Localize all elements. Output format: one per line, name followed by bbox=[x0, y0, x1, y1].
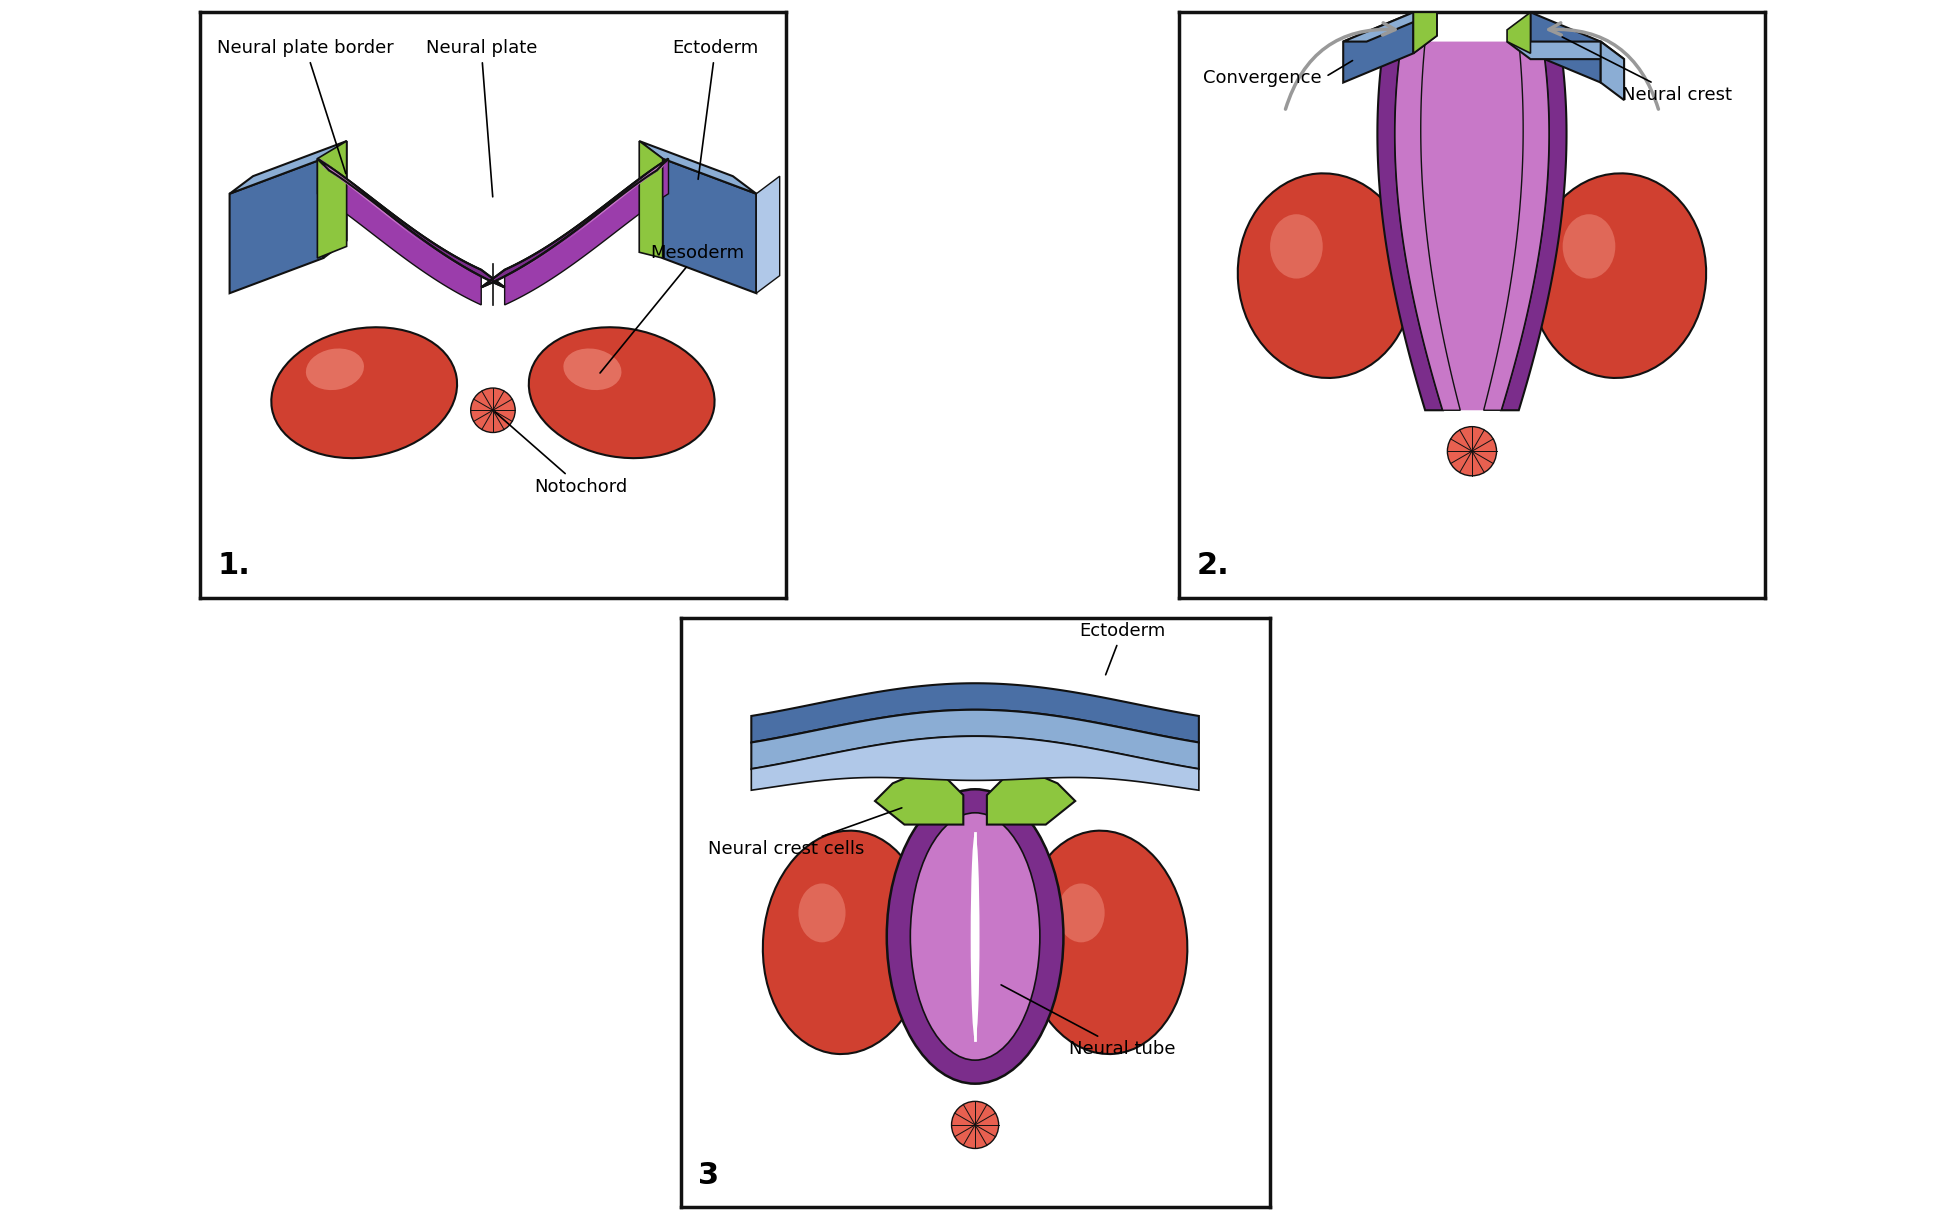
Ellipse shape bbox=[306, 349, 365, 391]
Polygon shape bbox=[757, 176, 780, 293]
Ellipse shape bbox=[909, 813, 1041, 1060]
Ellipse shape bbox=[970, 833, 980, 1040]
Polygon shape bbox=[1396, 42, 1460, 410]
Text: Neural tube: Neural tube bbox=[1002, 984, 1176, 1058]
Ellipse shape bbox=[563, 349, 621, 391]
Text: 1.: 1. bbox=[218, 551, 251, 580]
Text: 2.: 2. bbox=[1198, 551, 1229, 580]
Text: Notochord: Notochord bbox=[496, 411, 627, 496]
Polygon shape bbox=[751, 684, 1200, 743]
Polygon shape bbox=[639, 140, 757, 193]
Polygon shape bbox=[1343, 12, 1413, 83]
Text: Neural crest: Neural crest bbox=[1562, 37, 1733, 103]
Text: Neural plate border: Neural plate border bbox=[218, 39, 394, 174]
Circle shape bbox=[1446, 426, 1497, 476]
Polygon shape bbox=[639, 140, 662, 257]
Polygon shape bbox=[662, 159, 757, 293]
Polygon shape bbox=[482, 159, 668, 287]
Ellipse shape bbox=[1270, 214, 1323, 278]
Ellipse shape bbox=[1021, 830, 1188, 1055]
Polygon shape bbox=[1413, 12, 1437, 53]
Ellipse shape bbox=[529, 328, 715, 458]
Ellipse shape bbox=[1562, 214, 1615, 278]
Polygon shape bbox=[988, 765, 1076, 824]
Polygon shape bbox=[504, 159, 668, 304]
Ellipse shape bbox=[1239, 174, 1413, 378]
Polygon shape bbox=[1378, 42, 1443, 410]
Ellipse shape bbox=[270, 328, 457, 458]
Text: Neural crest cells: Neural crest cells bbox=[708, 808, 902, 857]
Polygon shape bbox=[318, 159, 482, 304]
Polygon shape bbox=[751, 710, 1200, 769]
Text: Ectoderm: Ectoderm bbox=[1080, 622, 1166, 675]
Polygon shape bbox=[751, 737, 1200, 790]
Ellipse shape bbox=[798, 883, 845, 942]
Polygon shape bbox=[502, 159, 668, 278]
Polygon shape bbox=[318, 140, 347, 257]
Text: Ectoderm: Ectoderm bbox=[672, 39, 759, 180]
Text: Convergence: Convergence bbox=[1203, 69, 1321, 86]
Polygon shape bbox=[1484, 42, 1548, 410]
Polygon shape bbox=[1413, 12, 1437, 53]
Ellipse shape bbox=[1531, 174, 1705, 378]
Polygon shape bbox=[229, 140, 347, 193]
Polygon shape bbox=[1507, 42, 1625, 59]
Polygon shape bbox=[229, 159, 323, 293]
Text: 3: 3 bbox=[698, 1161, 719, 1190]
Polygon shape bbox=[1501, 42, 1566, 410]
Ellipse shape bbox=[886, 790, 1064, 1084]
Polygon shape bbox=[1531, 12, 1601, 83]
Polygon shape bbox=[323, 140, 347, 257]
Text: Neural plate: Neural plate bbox=[425, 39, 537, 197]
Circle shape bbox=[951, 1101, 1000, 1148]
Polygon shape bbox=[1601, 42, 1625, 100]
Polygon shape bbox=[1507, 12, 1531, 53]
Polygon shape bbox=[318, 159, 504, 287]
Circle shape bbox=[470, 388, 515, 432]
Ellipse shape bbox=[1058, 883, 1105, 942]
Polygon shape bbox=[1421, 42, 1523, 410]
Polygon shape bbox=[1343, 12, 1437, 42]
Polygon shape bbox=[319, 159, 484, 278]
Ellipse shape bbox=[762, 830, 929, 1055]
Polygon shape bbox=[874, 765, 962, 824]
Text: Mesoderm: Mesoderm bbox=[600, 244, 745, 373]
